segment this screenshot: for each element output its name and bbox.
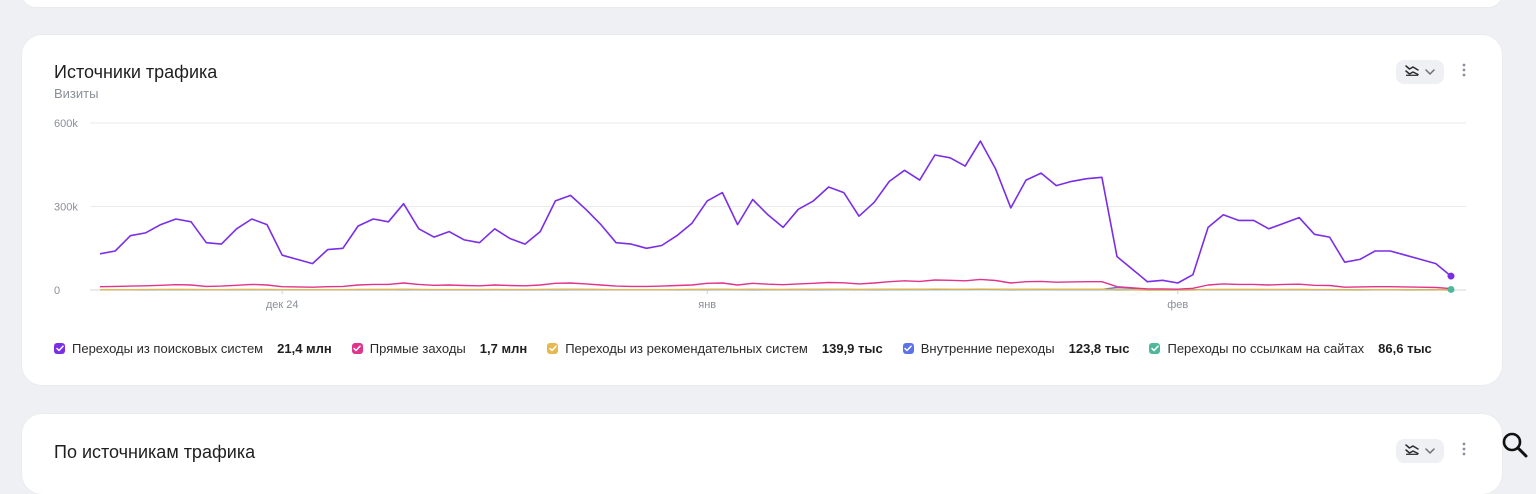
legend-item-links[interactable]: Переходы по ссылкам на сайтах 86,6 тыс <box>1149 340 1432 356</box>
legend-label: Прямые заходы <box>369 340 466 356</box>
search-icon <box>1500 432 1530 464</box>
legend-total: 21,4 млн <box>277 340 332 356</box>
checkbox-checked-icon[interactable] <box>351 342 363 354</box>
x-tick-label: дек 24 <box>266 299 299 311</box>
card-title: Источники трафика <box>54 62 218 82</box>
card-subtitle: Визиты <box>54 86 99 101</box>
legend-total: 123,8 тыс <box>1068 340 1130 356</box>
legend-total: 1,7 млн <box>479 340 528 356</box>
checkbox-checked-icon[interactable] <box>1149 342 1161 354</box>
previous-report-card <box>22 0 1502 7</box>
legend-item-internal[interactable]: Внутренние переходы 123,8 тыс <box>902 340 1130 356</box>
chevron-down-icon <box>1425 442 1435 460</box>
legend-total: 139,9 тыс <box>821 340 883 356</box>
more-options-button[interactable] <box>1456 60 1472 84</box>
series-line-0 <box>99 140 1452 284</box>
x-tick-label: янв <box>698 299 716 311</box>
legend-item-recommendation[interactable]: Переходы из рекомендательных систем 139,… <box>547 341 883 356</box>
checkbox-checked-icon[interactable] <box>902 342 914 354</box>
chart-type-selector[interactable] <box>1396 60 1444 84</box>
more-vertical-icon <box>1462 63 1466 82</box>
checkbox-checked-icon[interactable] <box>54 342 65 354</box>
series-endpoint-0 <box>1447 272 1455 280</box>
legend-label: Внутренние переходы <box>920 340 1055 356</box>
search-button[interactable] <box>1500 430 1530 460</box>
legend-item-search[interactable]: Переходы из поисковых систем 21,4 млн <box>54 341 332 356</box>
chart-legend: Переходы из поисковых систем 21,4 млн Пр… <box>54 338 1452 358</box>
checkbox-checked-icon[interactable] <box>547 342 559 354</box>
more-vertical-icon <box>1462 442 1466 461</box>
by-traffic-sources-card: По источникам трафика <box>22 414 1502 494</box>
series-endpoint-4 <box>1447 285 1455 293</box>
series-line-2 <box>100 288 1452 291</box>
y-tick-label: 300k <box>54 202 78 214</box>
y-tick-label: 0 <box>54 285 60 297</box>
area-chart-icon <box>1405 442 1419 460</box>
series-line-1 <box>99 278 1452 290</box>
y-tick-label: 600k <box>54 118 78 130</box>
area-chart-icon <box>1405 63 1419 81</box>
legend-label: Переходы по ссылкам на сайтах <box>1167 340 1365 356</box>
x-tick-label: фев <box>1167 299 1188 311</box>
legend-label: Переходы из поисковых систем <box>72 340 264 356</box>
legend-total: 86,6 тыс <box>1378 340 1432 356</box>
chart-type-selector[interactable] <box>1396 439 1444 463</box>
card-title: По источникам трафика <box>54 442 256 462</box>
traffic-sources-card: Источники трафика Визиты 0 300k 600k дек 2… <box>22 35 1502 385</box>
chevron-down-icon <box>1425 63 1435 81</box>
legend-label: Переходы из рекомендательных систем <box>565 340 808 356</box>
legend-item-direct[interactable]: Прямые заходы 1,7 млн <box>351 340 528 356</box>
more-options-button[interactable] <box>1456 439 1472 463</box>
